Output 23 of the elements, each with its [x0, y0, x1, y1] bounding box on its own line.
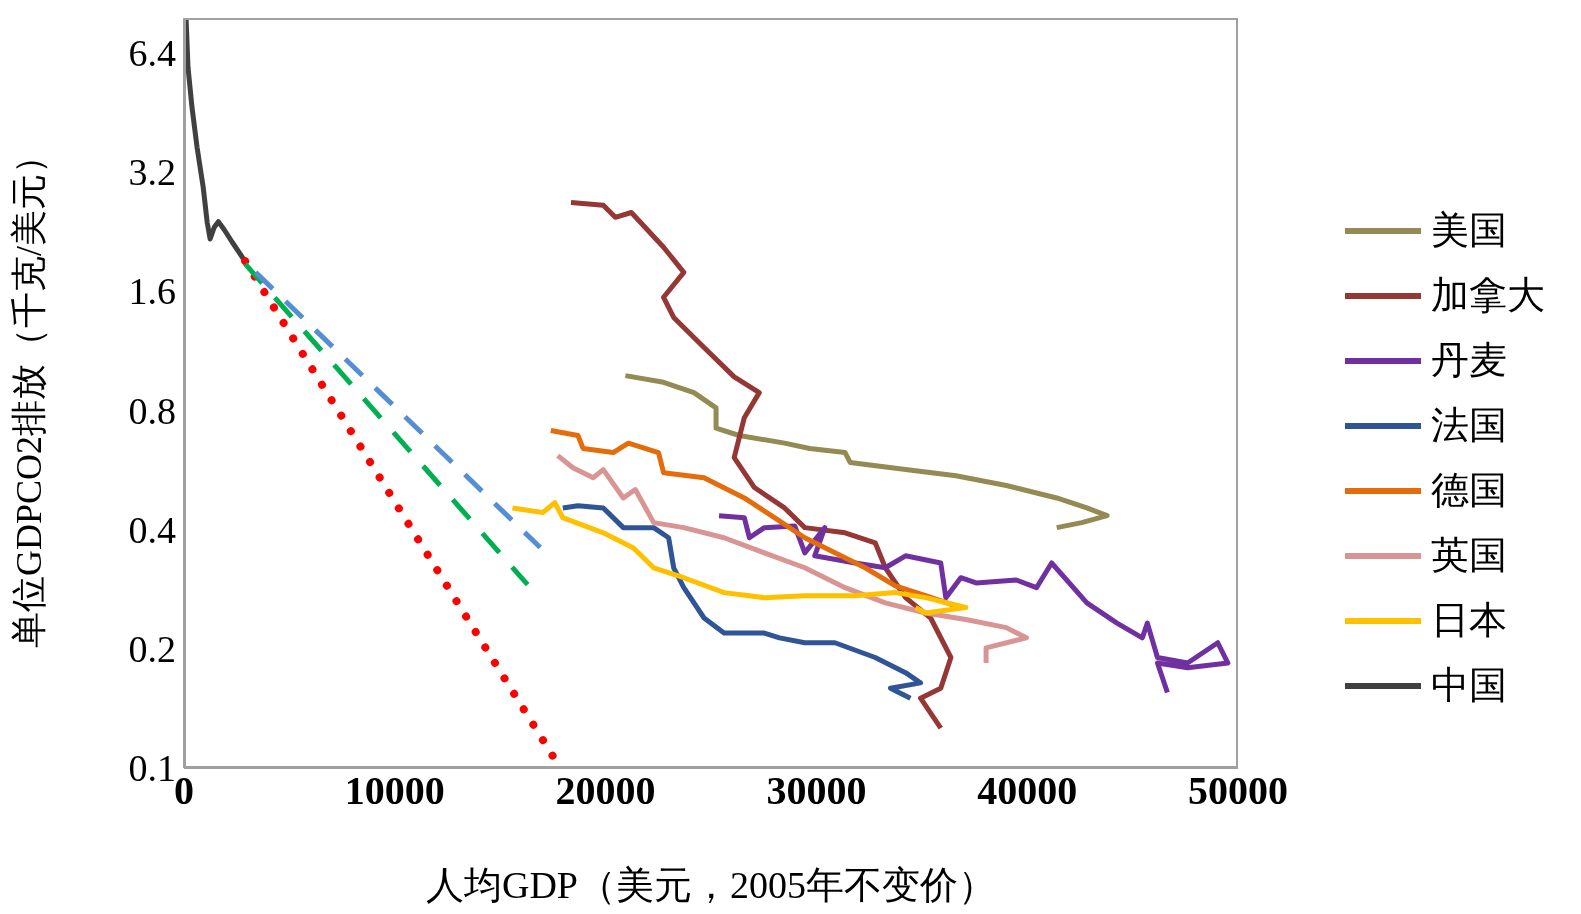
legend-label: 美国 — [1431, 208, 1507, 253]
y-tick-label: 3.2 — [128, 150, 176, 193]
legend-label: 丹麦 — [1431, 338, 1507, 383]
x-tick-label: 20000 — [555, 768, 656, 814]
x-axis-title: 人均GDP（美元，2005年不变价） — [425, 864, 997, 906]
legend-label: 德国 — [1431, 468, 1507, 513]
y-tick-label: 0.8 — [128, 389, 176, 432]
x-tick-label: 30000 — [766, 768, 867, 814]
x-tick-label: 50000 — [1188, 768, 1288, 814]
x-tick-label: 10000 — [344, 768, 445, 814]
legend-label: 加拿大 — [1431, 273, 1545, 318]
x-tick-label: 40000 — [977, 768, 1078, 814]
y-tick-label: 0.1 — [128, 747, 176, 790]
legend-label: 英国 — [1431, 533, 1507, 578]
y-tick-label: 1.6 — [128, 270, 176, 313]
y-tick-label: 0.4 — [128, 508, 176, 551]
x-tick-label: 0 — [174, 768, 194, 814]
y-tick-label: 0.2 — [128, 628, 176, 671]
legend-label: 日本 — [1431, 598, 1507, 643]
y-axis-title: 单位GDPCO2排放（千克/美元） — [8, 137, 49, 649]
legend-label: 法国 — [1431, 403, 1507, 448]
legend-label: 中国 — [1431, 663, 1507, 708]
y-tick-label: 6.4 — [128, 31, 176, 74]
